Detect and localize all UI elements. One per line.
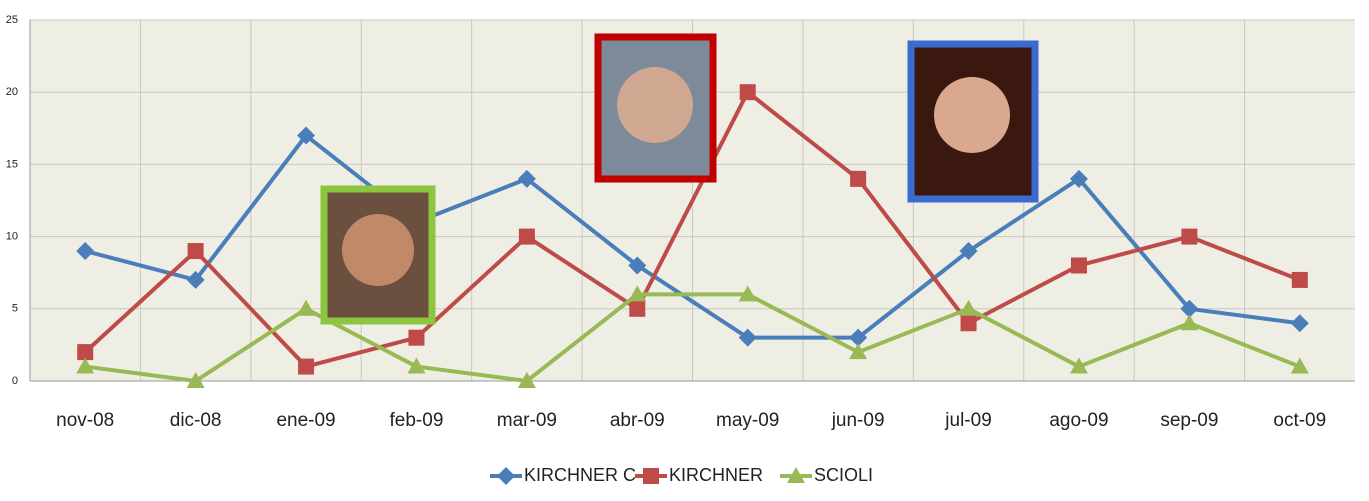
- x-tick-label: jul-09: [944, 410, 991, 431]
- marker: [1071, 257, 1087, 273]
- x-tick-label: sep-09: [1160, 410, 1218, 431]
- x-tick-label: may-09: [716, 410, 779, 431]
- y-tick-label: 0: [12, 375, 18, 387]
- legend: KIRCHNER C KIRCHNER SCIOLI: [490, 465, 873, 485]
- x-tick-label: ene-09: [276, 410, 335, 431]
- x-tick-label: mar-09: [497, 410, 557, 431]
- legend-label: SCIOLI: [814, 465, 873, 485]
- x-tick-label: oct-09: [1273, 410, 1326, 431]
- x-tick-label: jun-09: [831, 410, 885, 431]
- legend-label: KIRCHNER C: [524, 465, 636, 485]
- photo-face: [342, 214, 414, 286]
- marker: [408, 330, 424, 346]
- x-tick-label: nov-08: [56, 410, 114, 431]
- photo-face: [617, 67, 693, 143]
- y-tick-label: 20: [6, 86, 18, 98]
- y-tick-label: 5: [12, 303, 18, 315]
- marker: [298, 359, 314, 375]
- marker: [643, 468, 659, 484]
- y-tick-label: 15: [6, 158, 18, 170]
- marker: [519, 229, 535, 245]
- y-tick-label: 10: [6, 231, 18, 243]
- marker: [497, 467, 515, 485]
- y-tick-label: 25: [6, 14, 18, 26]
- legend-label: KIRCHNER: [669, 465, 763, 485]
- x-tick-label: dic-08: [170, 410, 222, 431]
- marker: [850, 171, 866, 187]
- marker: [1292, 272, 1308, 288]
- marker: [740, 84, 756, 100]
- x-tick-label: feb-09: [390, 410, 444, 431]
- x-tick-label: abr-09: [610, 410, 665, 431]
- marker: [1181, 229, 1197, 245]
- x-tick-label: ago-09: [1049, 410, 1108, 431]
- marker: [961, 315, 977, 331]
- marker: [629, 301, 645, 317]
- photo-face: [934, 77, 1010, 153]
- chart: 0 5 10 15 20 25 nov-08 dic-08 ene-09 feb-09 mar-09…: [0, 0, 1369, 501]
- marker: [188, 243, 204, 259]
